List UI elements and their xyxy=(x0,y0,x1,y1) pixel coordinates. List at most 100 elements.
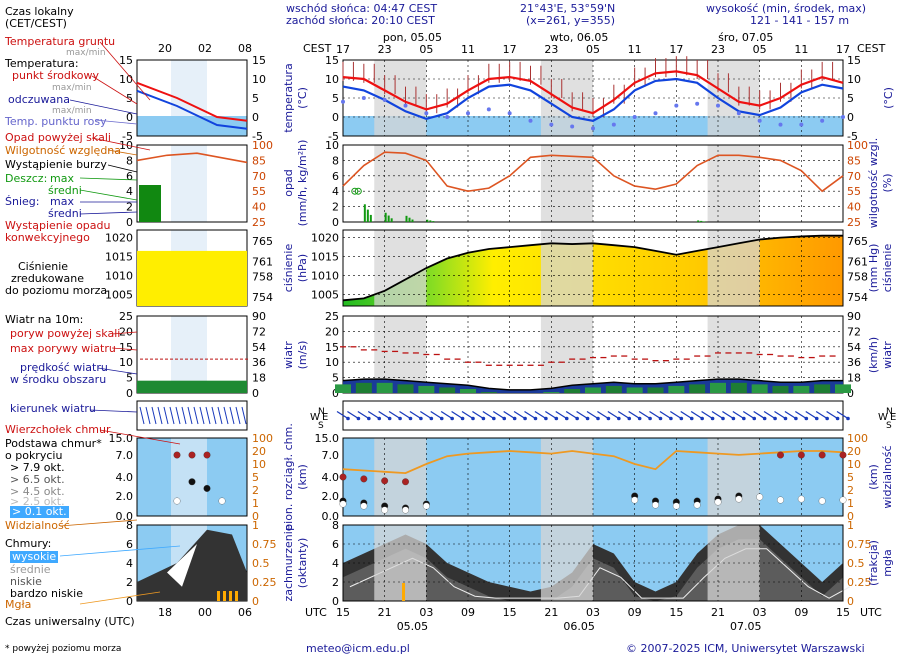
vis-small-ytick: 0 xyxy=(252,510,259,523)
press-y2tick: 754 xyxy=(847,291,868,304)
rain-small-y2tick: 100 xyxy=(252,139,273,152)
small-cover-area xyxy=(137,529,247,601)
wind-night-band-1 xyxy=(540,316,593,393)
left-label-cloud: pion. rozciągł. chm. xyxy=(282,423,295,531)
vis-small-ytick: 1 xyxy=(252,497,259,510)
temp-small-sky xyxy=(137,116,247,136)
cover-small-ytick: 6 xyxy=(126,538,133,551)
wind-arrow xyxy=(336,410,349,420)
press-ytick: 1020 xyxy=(311,232,339,245)
wind-arrow-head xyxy=(439,416,444,421)
footer-email[interactable]: meteo@icm.edu.pl xyxy=(306,642,410,655)
legend-okt5: > 0.1 okt. xyxy=(10,505,69,518)
wind-arrow-head xyxy=(575,416,579,421)
wind-speed-bar xyxy=(564,388,581,393)
rain-small-ytick: 2 xyxy=(126,201,133,214)
small-wind-arrow xyxy=(205,406,211,425)
wind-speed-bar xyxy=(793,385,810,393)
small-wind-arrow xyxy=(211,406,217,425)
cover-night-band-0 xyxy=(374,525,427,601)
temp-small-ytick: -5 xyxy=(122,130,133,143)
legend-dew: Temp. punktu rosy xyxy=(5,115,107,128)
rain-ytick: 8 xyxy=(332,154,339,167)
small-wind-arrow xyxy=(145,406,151,425)
wind-arrow-head xyxy=(721,416,725,421)
right-label-press: ciśnienie xyxy=(881,244,894,293)
temp-small-ytick: 10 xyxy=(119,73,133,86)
dew-point xyxy=(695,101,700,106)
cloud-base-dot xyxy=(402,478,409,486)
sunset-text: zachód słońca: 20:10 CEST xyxy=(286,14,435,27)
dew-point xyxy=(632,115,637,119)
small-cloud-dot xyxy=(203,451,211,459)
legend-connector xyxy=(79,211,138,215)
press-small-ytick: 1005 xyxy=(105,289,133,302)
dew-point xyxy=(486,107,491,112)
legend-low: niskie xyxy=(10,575,42,588)
small-top-tick: 08 xyxy=(238,42,252,55)
cest-tick: 17 xyxy=(336,43,350,56)
wind-ytick: 15 xyxy=(325,341,339,354)
temp-small-ytick: 15 xyxy=(119,54,133,67)
dew-point xyxy=(799,122,804,127)
legend-okt1: > 7.9 okt. xyxy=(10,461,65,474)
wind-arrow xyxy=(597,410,609,420)
dew-point xyxy=(674,103,679,108)
wind-arrow-head xyxy=(429,416,434,421)
vis-small-ytick: 5 xyxy=(252,471,259,484)
wind-arrow-head xyxy=(419,416,423,421)
wind-speed-bar xyxy=(585,387,601,393)
cloud-base-dot xyxy=(735,495,743,503)
wind-y2tick: 0 xyxy=(847,387,854,400)
wind-speed-bar xyxy=(397,384,414,393)
rain-bar xyxy=(387,215,390,222)
rain-night-band-2 xyxy=(707,145,760,222)
wind-arrow-head xyxy=(742,416,746,421)
press-ytick: 1005 xyxy=(311,289,339,302)
temp-ytick: 10 xyxy=(325,73,339,86)
legend-connector xyxy=(111,331,138,335)
vis-ytick: 2 xyxy=(847,484,854,497)
rain-small-night xyxy=(171,145,207,222)
legend-pressure3: do poziomu morza xyxy=(5,284,108,297)
rain-bar xyxy=(405,215,408,222)
vis-ytick: 0 xyxy=(847,510,854,523)
wind-small-y2tick: 18 xyxy=(252,372,266,385)
fog-small-ytick: 0.75 xyxy=(252,538,277,551)
legend-temperature: Temperatura: xyxy=(5,57,79,70)
legend-pressure1: Ciśnienie xyxy=(18,260,69,273)
cloud-base-dot xyxy=(777,451,784,459)
wind-ytick: 25 xyxy=(325,310,339,323)
storm-marker xyxy=(351,187,359,195)
rain-bar xyxy=(697,220,700,222)
wind-arrow xyxy=(815,410,828,420)
rain-bar xyxy=(703,221,706,222)
cest-label-right: CEST xyxy=(857,42,886,55)
wind-speed-bar xyxy=(439,387,456,393)
right-label-wind-unit: (km/h) xyxy=(867,337,880,373)
vis-ytick: 100 xyxy=(847,432,868,445)
rain-bar xyxy=(411,219,414,222)
grid-text: (x=261, y=355) xyxy=(526,14,616,27)
left-label-cloud-unit: (km) xyxy=(296,464,309,490)
wind-arrow xyxy=(347,410,359,420)
rain-bar xyxy=(700,220,703,222)
utc-tick: 21 xyxy=(544,606,558,619)
wind-arrow-head xyxy=(794,416,798,421)
legend-clouds: Chmury: xyxy=(5,537,52,550)
wind-arrow xyxy=(722,410,734,420)
fog-small-ytick: 1 xyxy=(252,519,259,532)
dew-point xyxy=(424,111,429,116)
small-top-tick: 20 xyxy=(158,42,172,55)
wind-arrow xyxy=(680,410,693,420)
legend-gust-max: max porywy wiatru xyxy=(10,342,116,355)
legend-okt3: > 4.5 okt. xyxy=(10,485,65,498)
cloud-small-ytick: 0.0 xyxy=(116,510,134,523)
wind-arrow xyxy=(492,410,505,420)
left-label-temp: temperatura xyxy=(282,63,295,132)
legend-connector xyxy=(97,367,138,375)
compass-n: N xyxy=(318,407,325,417)
legend-rain: Deszcz: xyxy=(5,172,48,185)
wind-arrow xyxy=(503,410,516,420)
wind-arrow-head xyxy=(679,416,684,421)
